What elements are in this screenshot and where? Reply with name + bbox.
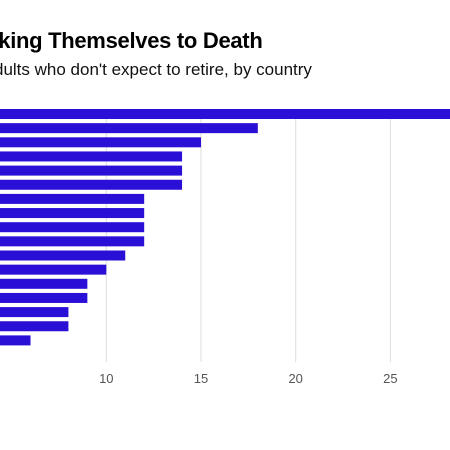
bar xyxy=(0,335,31,346)
bar xyxy=(0,208,145,219)
bar xyxy=(0,109,450,119)
bar xyxy=(0,193,145,204)
x-axis-ticks: 10 15 20 25 xyxy=(99,371,398,386)
bar xyxy=(0,307,69,318)
x-tick-label: 10 xyxy=(99,371,113,386)
bar xyxy=(0,250,126,261)
bar xyxy=(0,292,88,303)
bar xyxy=(0,165,183,176)
x-tick-label: 25 xyxy=(383,371,397,386)
bar xyxy=(0,236,145,247)
bar xyxy=(0,179,183,190)
bars xyxy=(0,109,450,346)
x-tick-label: 15 xyxy=(194,371,208,386)
bar xyxy=(0,278,88,289)
chart-subtitle: dults who don't expect to retire, by cou… xyxy=(0,60,312,79)
bar xyxy=(0,137,201,148)
bar xyxy=(0,264,107,275)
gridlines xyxy=(105,112,391,362)
x-tick-label: 20 xyxy=(288,371,302,386)
bar xyxy=(0,321,69,332)
bar xyxy=(0,123,258,134)
chart-title: rking Themselves to Death xyxy=(0,28,263,53)
bar xyxy=(0,222,145,233)
bar xyxy=(0,151,183,162)
